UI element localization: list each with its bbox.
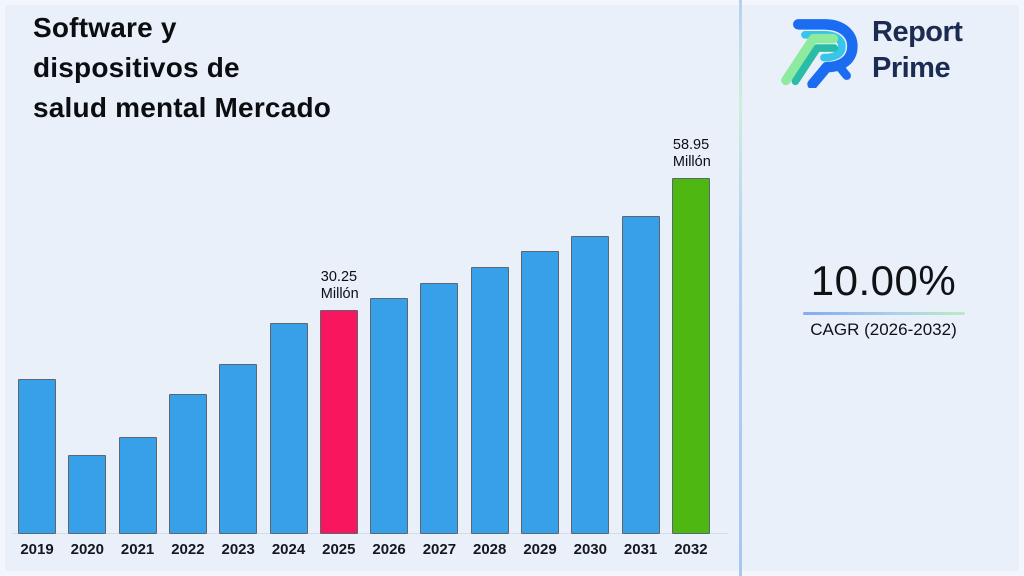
bar-2022 bbox=[168, 394, 207, 534]
x-axis-line bbox=[12, 533, 728, 534]
bar-2024 bbox=[269, 323, 308, 534]
bar-2027 bbox=[420, 283, 459, 534]
x-tick-2020: 2020 bbox=[70, 541, 104, 558]
data-label-2025: 30.25 Millón bbox=[320, 269, 359, 302]
bar-2020 bbox=[68, 455, 107, 534]
x-tick-2022: 2022 bbox=[171, 541, 205, 558]
report-prime-logo: Report Prime bbox=[779, 12, 963, 88]
right-panel: Report Prime 10.00% CAGR (2026-2032) bbox=[739, 0, 1024, 576]
cagr-value: 10.00% bbox=[810, 257, 957, 304]
bar-2019 bbox=[18, 379, 56, 534]
x-tick-2028: 2028 bbox=[473, 541, 507, 558]
panel-divider bbox=[739, 0, 742, 576]
cagr-block: 10.00% CAGR (2026-2032) bbox=[743, 257, 1024, 340]
title-line-1: Software y bbox=[33, 12, 177, 43]
brand-line-1: Report bbox=[872, 16, 963, 48]
x-tick-2027: 2027 bbox=[422, 541, 457, 558]
cagr-underline bbox=[802, 312, 965, 315]
bar-chart: 2019 2020 2021 2022 2023 2024 2025 2026 2027 2028… bbox=[12, 137, 728, 558]
x-tick-2026: 2026 bbox=[372, 541, 406, 558]
bar-2025 bbox=[319, 310, 358, 534]
bar-2031 bbox=[621, 216, 660, 534]
x-tick-2031: 2031 bbox=[623, 541, 658, 558]
bar-2032 bbox=[671, 178, 710, 534]
x-tick-2021: 2021 bbox=[120, 541, 155, 558]
bar-2023 bbox=[219, 364, 258, 534]
title-line-2: dispositivos de bbox=[33, 52, 240, 83]
x-tick-2029: 2029 bbox=[523, 541, 557, 558]
bar-2026 bbox=[370, 298, 409, 534]
data-label-2032: 58.95 Millón bbox=[672, 137, 711, 170]
bar-2021 bbox=[118, 437, 157, 534]
x-tick-2032: 2032 bbox=[674, 541, 708, 558]
x-tick-2019: 2019 bbox=[20, 541, 54, 558]
x-tick-2024: 2024 bbox=[271, 541, 306, 558]
report-prime-wordmark: Report Prime bbox=[872, 14, 963, 86]
cagr-label: CAGR (2026-2032) bbox=[810, 320, 957, 339]
bar-2030 bbox=[571, 236, 610, 534]
title-line-3: salud mental Mercado bbox=[33, 92, 332, 123]
x-tick-2023: 2023 bbox=[221, 541, 255, 558]
page-title: Software y dispositivos de salud mental … bbox=[33, 8, 331, 128]
x-tick-2025: 2025 bbox=[322, 541, 356, 558]
bar-2028 bbox=[470, 267, 509, 534]
bar-2029 bbox=[521, 251, 559, 534]
brand-line-2: Prime bbox=[872, 52, 951, 84]
report-prime-logo-icon bbox=[781, 19, 858, 88]
x-tick-2030: 2030 bbox=[573, 541, 607, 558]
